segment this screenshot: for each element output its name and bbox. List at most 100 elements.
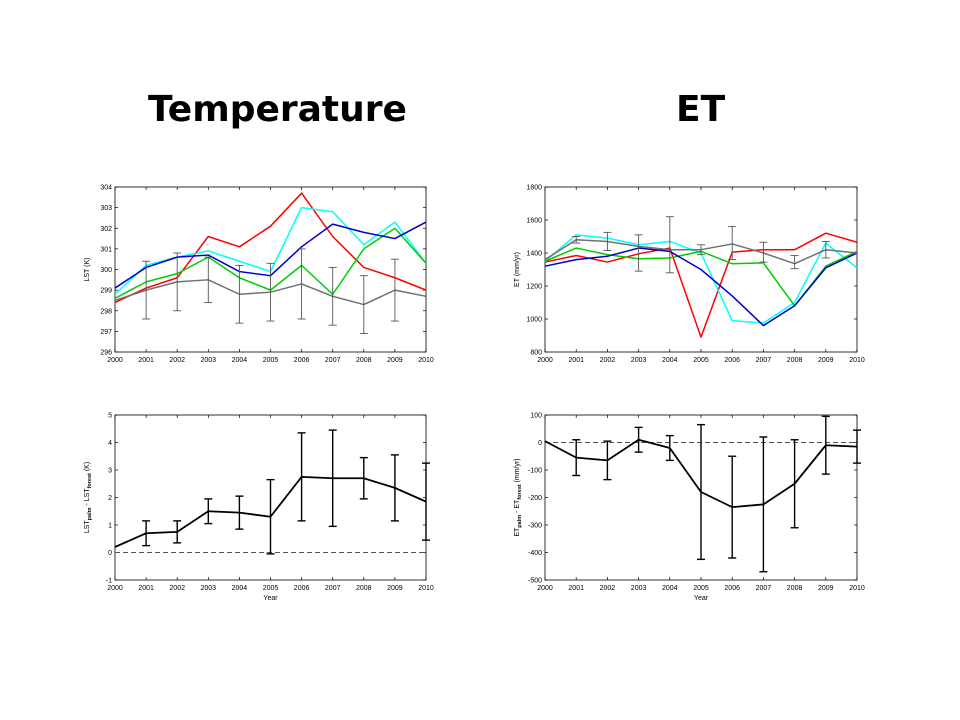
dlst-x-tick-label: 2009	[387, 585, 403, 592]
det-x-tick-label: 2008	[787, 585, 803, 592]
et-error-bar	[790, 255, 799, 270]
et-y-tick-label: 1800	[526, 185, 542, 192]
lst-x-tick-label: 2000	[107, 357, 123, 364]
dlst-y-tick-label: 1	[108, 523, 112, 530]
det-x-tick-label: 2003	[631, 585, 647, 592]
dlst-error-bar	[142, 520, 151, 547]
lst-x-tick-label: 2004	[232, 357, 248, 364]
dlst-x-tick-label: 2000	[107, 585, 123, 592]
lst-error-bar	[204, 256, 213, 303]
det-x-tick-label: 2000	[537, 585, 553, 592]
det-error-bar	[853, 429, 861, 464]
det-error-bar	[759, 436, 768, 573]
det-x-tick-label: 2009	[818, 585, 834, 592]
det-error-bar	[697, 423, 705, 561]
det-x-axis-label: Year	[694, 595, 709, 602]
lst-x-tick-label: 2005	[263, 357, 279, 364]
et-x-tick-label: 2002	[600, 357, 616, 364]
et-y-tick-label: 1200	[526, 284, 542, 291]
dlst-x-tick-label: 2007	[325, 585, 341, 592]
det-error-bar	[790, 439, 799, 529]
lst-y-tick-label: 300	[100, 267, 112, 274]
et-x-tick-label: 2000	[537, 357, 553, 364]
et-error-bar	[665, 216, 674, 274]
dlst-error-bar	[235, 495, 244, 530]
et-series-line-4	[544, 247, 858, 327]
lst-error-bar	[328, 266, 337, 326]
det-x-tick-label: 2006	[724, 585, 740, 592]
dlst-y-tick-label: 0	[108, 550, 112, 557]
dlst-error-bar	[297, 432, 306, 522]
dlst-x-tick-label: 2006	[294, 585, 310, 592]
det-y-tick-label: 0	[538, 440, 542, 447]
dlst-y-tick-label: 4	[108, 440, 112, 447]
lst-error-bar	[173, 252, 182, 312]
lst-x-tick-label: 2010	[418, 357, 434, 364]
dlst-error-bar	[173, 520, 182, 544]
dlst-x-tick-label: 2008	[356, 585, 372, 592]
det-y-tick-label: -300	[528, 523, 542, 530]
dlst-x-tick-label: 2005	[263, 585, 279, 592]
et-x-tick-label: 2006	[724, 357, 740, 364]
det-error-bar	[634, 426, 643, 453]
et-x-tick-label: 2010	[849, 357, 865, 364]
et-error-bar	[697, 244, 705, 256]
lst-series-line-1	[114, 192, 427, 304]
det-x-tick-label: 2007	[756, 585, 772, 592]
et-y-tick-label: 1400	[526, 251, 542, 258]
lst-error-bar	[142, 260, 151, 320]
lst-y-tick-label: 304	[100, 185, 112, 192]
lst-y-tick-label: 297	[100, 329, 112, 336]
dlst-x-tick-label: 2001	[138, 585, 154, 592]
dlst-error-bar	[390, 454, 399, 522]
lst-x-tick-label: 2007	[325, 357, 341, 364]
et-title: ET	[676, 89, 726, 130]
et-error-bar	[759, 241, 768, 263]
dlst-y-tick-label: 3	[108, 468, 112, 475]
dlst-y-tick-label: -1	[106, 578, 112, 585]
et-x-tick-label: 2007	[756, 357, 772, 364]
et-y-tick-label: 1000	[526, 317, 542, 324]
et-error-bar	[572, 236, 581, 244]
lst-y-tick-label: 296	[100, 350, 112, 357]
dlst-error-bar	[266, 478, 275, 555]
lst-x-tick-label: 2006	[294, 357, 310, 364]
et-x-tick-label: 2005	[693, 357, 709, 364]
et-x-tick-label: 2009	[818, 357, 834, 364]
det-x-tick-label: 2010	[849, 585, 865, 592]
dlst-x-axis-label: Year	[263, 595, 278, 602]
det-error-bar	[821, 415, 830, 475]
dlst-y-tick-label: 2	[108, 495, 112, 502]
et-series-line-1	[544, 232, 858, 338]
det-y-axis-label: ETpalm - ETforest (mm/yr)	[514, 458, 523, 536]
det-x-tick-label: 2001	[568, 585, 584, 592]
dlst-x-tick-label: 2004	[232, 585, 248, 592]
dlst-y-tick-label: 5	[108, 413, 112, 420]
temperature-title: Temperature	[148, 89, 407, 130]
det-y-tick-label: -500	[528, 578, 542, 585]
lst-error-bar	[359, 275, 368, 334]
et-x-tick-label: 2001	[568, 357, 584, 364]
det-x-tick-label: 2004	[662, 585, 678, 592]
det-x-tick-label: 2002	[600, 585, 616, 592]
et-chart: 2000 2001 2002 2003 2004 2005 2006 2007 2008 2009…	[514, 185, 865, 365]
et-x-tick-label: 2004	[662, 357, 678, 364]
et-error-bar	[728, 226, 737, 261]
dlst-x-tick-label: 2002	[169, 585, 185, 592]
dlst-x-tick-label: 2003	[201, 585, 217, 592]
lst-y-tick-label: 301	[100, 246, 112, 253]
lst-error-bar	[390, 258, 399, 322]
dlst-error-bar	[422, 462, 430, 541]
lst-error-bar	[235, 264, 244, 324]
et-y-tick-label: 800	[530, 350, 542, 357]
et-x-tick-label: 2008	[787, 357, 803, 364]
dlst-error-bar	[328, 429, 337, 528]
dlst-x-tick-label: 2010	[418, 585, 434, 592]
det-y-tick-label: -200	[528, 495, 542, 502]
lst-x-tick-label: 2001	[138, 357, 154, 364]
det-error-bar	[603, 440, 612, 481]
lst-x-tick-label: 2008	[356, 357, 372, 364]
dlst-y-axis-label: LSTpalm - LSTforest (K)	[84, 462, 93, 533]
lst-x-tick-label: 2009	[387, 357, 403, 364]
lst-x-tick-label: 2003	[201, 357, 217, 364]
